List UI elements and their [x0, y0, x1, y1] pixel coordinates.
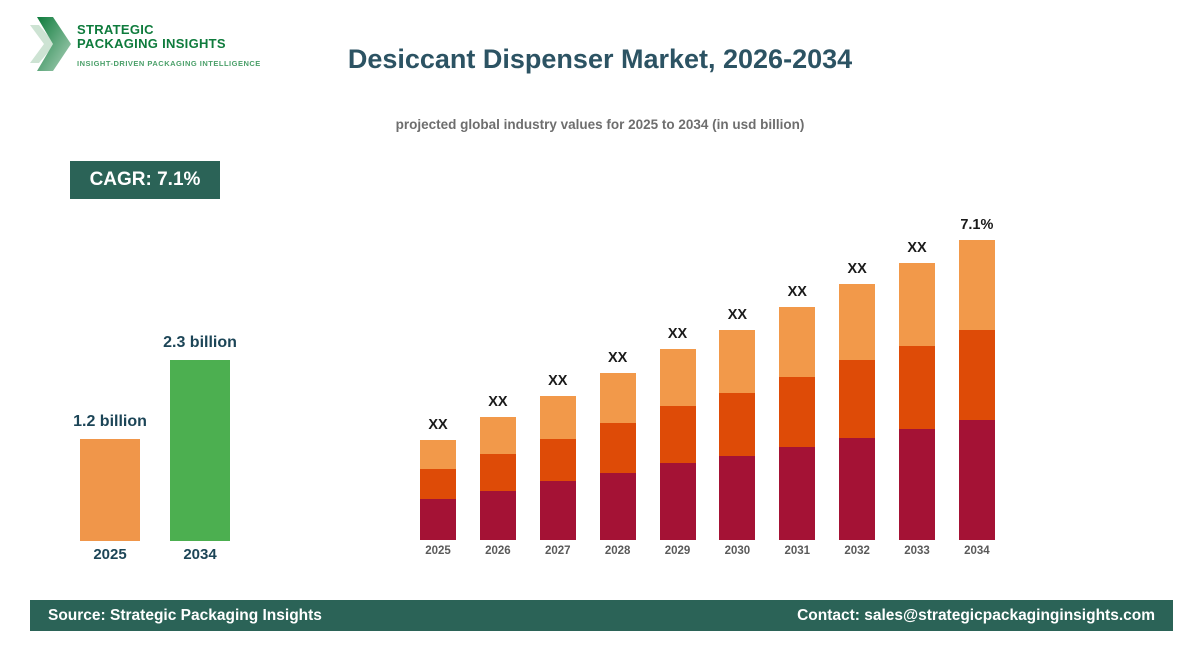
brand-chevron-icon: [30, 17, 71, 71]
mini-axis-label: 2034: [183, 546, 217, 563]
bar-total-label: XX: [727, 307, 748, 323]
bar-total-label: XX: [847, 261, 867, 277]
footer-bar: Source: Strategic Packaging Insights Con…: [30, 600, 1173, 631]
bar-segment-bottom: [899, 429, 935, 540]
mini-bar-value-label: 1.2 billion: [73, 413, 147, 430]
stacked-bar-column-2033: XX 2033: [899, 240, 935, 557]
x-axis-label: 2025: [425, 545, 451, 557]
bar-segment-middle: [420, 469, 456, 499]
bar-segment-middle: [479, 454, 516, 491]
bar-total-label: XX: [787, 284, 807, 300]
brand-logo: STRATEGIC PACKAGING INSIGHTS INSIGHT-DRI…: [30, 13, 261, 73]
bar-segment-bottom: [420, 499, 456, 540]
bar-segment-bottom: [599, 473, 636, 540]
bar-segment-bottom: [539, 481, 576, 540]
brand-name-line1: STRATEGIC: [77, 22, 154, 37]
bar-segment-top: [839, 284, 876, 360]
bar-segment-middle: [539, 439, 576, 481]
cagr-badge: CAGR: 7.1%: [70, 161, 220, 199]
stacked-bar-column-2030: XX 2030: [719, 307, 756, 557]
bar-segment-middle: [659, 406, 696, 463]
mini-bar-value-label: 2.3 billion: [163, 334, 237, 351]
x-axis-label: 2033: [904, 545, 930, 557]
mini-bar-column-2025: 1.2 billion 2025: [73, 413, 147, 563]
growth-summary-chart: 1.2 billion 2025 2.3 billion 2034: [73, 320, 237, 563]
bar-total-label: 7.1%: [960, 217, 994, 233]
x-axis-label: 2027: [544, 545, 571, 557]
mini-bar-2034: [170, 360, 230, 541]
bar-total-label: XX: [488, 394, 508, 410]
bar-total-label: XX: [907, 240, 927, 256]
bar-segment-top: [659, 349, 696, 406]
stacked-bar-column-2025: XX 2025: [420, 417, 456, 557]
bar-total-label: XX: [607, 350, 628, 366]
bar-total-label: XX: [548, 373, 568, 389]
bar-segment-middle: [779, 377, 816, 447]
mini-axis-label: 2025: [93, 546, 127, 563]
page-subtitle: projected global industry values for 202…: [395, 117, 805, 132]
bar-segment-bottom: [779, 447, 816, 540]
bar-segment-bottom: [659, 463, 696, 540]
bar-segment-top: [479, 417, 516, 454]
brand-tagline: INSIGHT-DRIVEN PACKAGING INTELLIGENCE: [77, 59, 261, 68]
bar-segment-bottom: [958, 420, 995, 540]
bar-segment-top: [779, 307, 816, 377]
bar-segment-bottom: [719, 456, 756, 540]
bar-segment-top: [899, 263, 935, 346]
bar-segment-middle: [719, 393, 756, 456]
stacked-bar-column-2031: XX 2031: [779, 284, 816, 557]
x-axis-label: 2029: [664, 545, 691, 557]
footer-source: Source: Strategic Packaging Insights: [48, 606, 322, 624]
bar-segment-top: [958, 240, 995, 330]
stacked-bar-column-2034: 7.1% 2034: [958, 217, 995, 557]
x-axis-label: 2031: [784, 545, 811, 557]
stacked-bar-chart: XX 2025 XX 2026 XX 2027 XX 2028 XX 2029 XX 2030 XX 20…: [420, 216, 995, 557]
bar-segment-middle: [958, 330, 995, 420]
x-axis-label: 2034: [964, 545, 990, 557]
stacked-bar-column-2029: XX 2029: [659, 326, 696, 557]
bar-segment-top: [539, 396, 576, 439]
bar-total-label: XX: [667, 326, 688, 342]
bar-segment-middle: [899, 346, 935, 429]
bar-segment-bottom: [479, 491, 516, 540]
stacked-bar-column-2032: XX 2032: [839, 261, 876, 557]
x-axis-label: 2030: [724, 545, 751, 557]
x-axis-label: 2032: [844, 545, 870, 557]
stacked-bar-column-2026: XX 2026: [479, 394, 516, 557]
stacked-bar-column-2028: XX 2028: [599, 350, 636, 557]
x-axis-label: 2026: [485, 545, 511, 557]
bar-segment-middle: [839, 360, 876, 438]
bar-segment-top: [420, 440, 456, 469]
bar-segment-top: [719, 330, 756, 393]
page-title: Desiccant Dispenser Market, 2026-2034: [347, 44, 853, 74]
bar-segment-middle: [599, 423, 636, 473]
stacked-bar-column-2027: XX 2027: [539, 373, 576, 557]
brand-name-line2: PACKAGING INSIGHTS: [77, 36, 226, 51]
footer-contact: Contact: sales@strategicpackaginginsight…: [797, 606, 1155, 624]
x-axis-label: 2028: [604, 545, 631, 557]
bar-segment-bottom: [839, 438, 876, 540]
bar-segment-top: [599, 373, 636, 423]
bar-total-label: XX: [428, 417, 448, 433]
mini-bar-column-2034: 2.3 billion 2034: [163, 334, 237, 563]
mini-bar-2025: [80, 439, 140, 541]
